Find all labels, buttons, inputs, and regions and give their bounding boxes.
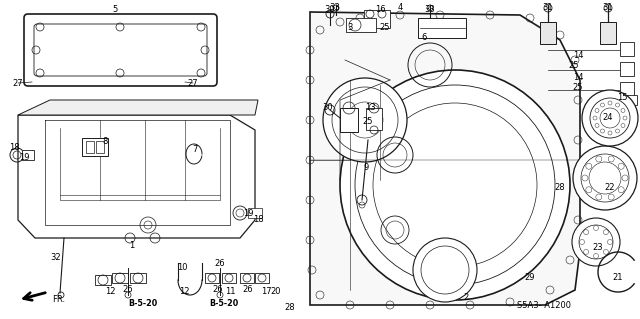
Bar [96,141,104,153]
Bar [364,10,390,28]
Bar [366,108,382,130]
Text: 29: 29 [525,273,535,283]
Text: 13: 13 [365,103,375,113]
Text: 30: 30 [323,103,333,113]
Text: 5: 5 [113,5,118,14]
Bar [346,18,376,32]
Text: 26: 26 [212,286,223,294]
Bar [600,22,616,44]
Circle shape [572,218,620,266]
Bar [205,273,219,283]
Text: 26: 26 [123,286,133,294]
Bar [625,95,637,105]
Text: 2: 2 [463,293,468,302]
Text: B-5-20: B-5-20 [129,300,157,308]
Circle shape [323,78,407,162]
Text: 14: 14 [573,73,583,83]
Circle shape [582,90,638,146]
Bar [86,141,94,153]
Text: 25: 25 [363,117,373,127]
Text: 23: 23 [593,243,604,253]
Text: 22: 22 [605,183,615,192]
Bar [130,273,146,283]
Text: 6: 6 [421,33,427,42]
Text: 31: 31 [603,4,613,12]
Text: 1: 1 [129,241,134,249]
Text: 28: 28 [285,303,295,313]
FancyBboxPatch shape [24,14,217,86]
Text: 26: 26 [214,258,225,268]
Text: 20: 20 [271,287,281,296]
Text: 10: 10 [177,263,188,272]
Polygon shape [310,12,580,305]
Bar [620,62,634,76]
Text: 7: 7 [192,145,198,154]
Text: 16: 16 [374,5,385,14]
Text: B-5-20: B-5-20 [209,300,239,308]
Text: 9: 9 [364,164,369,173]
Bar [222,273,236,283]
Text: 33: 33 [330,4,340,12]
Polygon shape [18,100,258,115]
Circle shape [573,146,637,210]
Text: 15: 15 [617,93,627,102]
Text: 28: 28 [555,183,565,192]
Bar [540,22,556,44]
Bar [248,208,262,218]
Text: 30: 30 [324,5,335,14]
Bar [112,273,128,283]
Bar [22,150,34,160]
Text: 17: 17 [260,287,271,296]
Text: 21: 21 [612,273,623,283]
Bar [620,82,634,96]
Text: 32: 32 [51,254,61,263]
Circle shape [340,70,570,300]
Text: 12: 12 [105,287,115,296]
Text: 19: 19 [19,153,29,162]
Bar [95,275,111,285]
Text: 31: 31 [543,4,554,12]
Text: 26: 26 [243,286,253,294]
Bar [418,18,466,38]
Text: 27: 27 [188,78,198,87]
Text: 18: 18 [253,214,263,224]
Bar [340,108,358,132]
Text: 8: 8 [102,137,108,145]
Bar [255,273,269,283]
Text: 33: 33 [424,5,435,14]
Circle shape [413,238,477,302]
Polygon shape [18,115,255,238]
Text: 25: 25 [380,24,390,33]
Text: 19: 19 [243,209,253,218]
Text: 4: 4 [397,4,403,12]
Text: 24: 24 [603,114,613,122]
Bar [240,273,254,283]
Text: S5A3- A1200: S5A3- A1200 [517,301,571,310]
Bar [620,42,634,56]
Text: 12: 12 [179,287,189,296]
Text: 27: 27 [13,78,23,87]
Bar [82,138,108,156]
Text: 14: 14 [573,51,583,61]
Text: 25: 25 [573,84,583,93]
Text: 25: 25 [569,62,579,70]
Text: 3: 3 [348,24,353,33]
Text: 18: 18 [9,144,19,152]
Text: 11: 11 [225,287,236,296]
Text: FR.: FR. [52,294,65,303]
